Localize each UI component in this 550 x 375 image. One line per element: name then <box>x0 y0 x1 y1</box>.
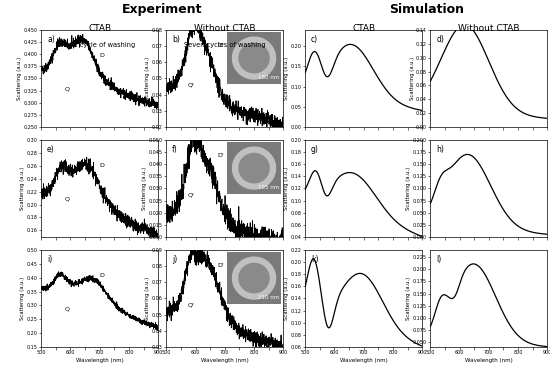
Text: b): b) <box>172 35 180 44</box>
Y-axis label: Scattering (a.u.): Scattering (a.u.) <box>284 57 289 100</box>
Text: Q': Q' <box>188 82 194 87</box>
X-axis label: Wavelength (nm): Wavelength (nm) <box>76 358 124 363</box>
Text: c): c) <box>311 35 318 44</box>
Text: Q': Q' <box>188 302 194 307</box>
Y-axis label: Scattering (a.u.): Scattering (a.u.) <box>410 57 415 100</box>
Text: D': D' <box>218 263 224 268</box>
Text: Seven cycles of washing: Seven cycles of washing <box>184 42 266 48</box>
Text: h): h) <box>436 145 444 154</box>
Y-axis label: Scattering (a.u.): Scattering (a.u.) <box>17 57 22 100</box>
Text: l): l) <box>436 255 442 264</box>
Y-axis label: Scattering (a.u.): Scattering (a.u.) <box>20 167 25 210</box>
X-axis label: Wavelength (nm): Wavelength (nm) <box>340 358 388 363</box>
Text: Q: Q <box>65 86 70 91</box>
Text: One cycle of washing: One cycle of washing <box>64 42 135 48</box>
Y-axis label: Scattering (a.u.): Scattering (a.u.) <box>406 277 411 320</box>
Y-axis label: Scattering (a.u.): Scattering (a.u.) <box>142 167 147 210</box>
Text: d): d) <box>436 35 444 44</box>
Text: f): f) <box>172 145 178 154</box>
Text: D: D <box>100 163 104 168</box>
Y-axis label: Scattering (a.u.): Scattering (a.u.) <box>146 57 151 100</box>
Y-axis label: Scattering (a.u.): Scattering (a.u.) <box>146 277 151 320</box>
Text: D: D <box>100 53 104 58</box>
Text: Q': Q' <box>188 192 194 197</box>
Text: Without CTAB: Without CTAB <box>194 24 256 33</box>
Text: Without CTAB: Without CTAB <box>458 24 520 33</box>
Y-axis label: Scattering (a.u.): Scattering (a.u.) <box>284 167 289 210</box>
Text: a): a) <box>47 35 55 44</box>
Text: CTAB: CTAB <box>352 24 375 33</box>
Text: Q: Q <box>65 306 70 311</box>
Text: Experiment: Experiment <box>122 3 202 16</box>
Text: k): k) <box>311 255 318 264</box>
Text: D: D <box>100 273 104 278</box>
X-axis label: Wavelength (nm): Wavelength (nm) <box>465 358 513 363</box>
Text: Q: Q <box>65 196 70 201</box>
Text: D': D' <box>218 44 224 48</box>
Text: g): g) <box>311 145 319 154</box>
Y-axis label: Scattering (a.u.): Scattering (a.u.) <box>406 167 411 210</box>
Text: e): e) <box>47 145 54 154</box>
X-axis label: Wavelength (nm): Wavelength (nm) <box>201 358 249 363</box>
Y-axis label: Scattering (a.u.): Scattering (a.u.) <box>284 277 289 320</box>
Text: Simulation: Simulation <box>389 3 464 16</box>
Text: D': D' <box>218 153 224 158</box>
Text: j): j) <box>172 255 178 264</box>
Text: i): i) <box>47 255 52 264</box>
Y-axis label: Scattering (a.u.): Scattering (a.u.) <box>20 277 25 320</box>
Text: CTAB: CTAB <box>88 24 111 33</box>
